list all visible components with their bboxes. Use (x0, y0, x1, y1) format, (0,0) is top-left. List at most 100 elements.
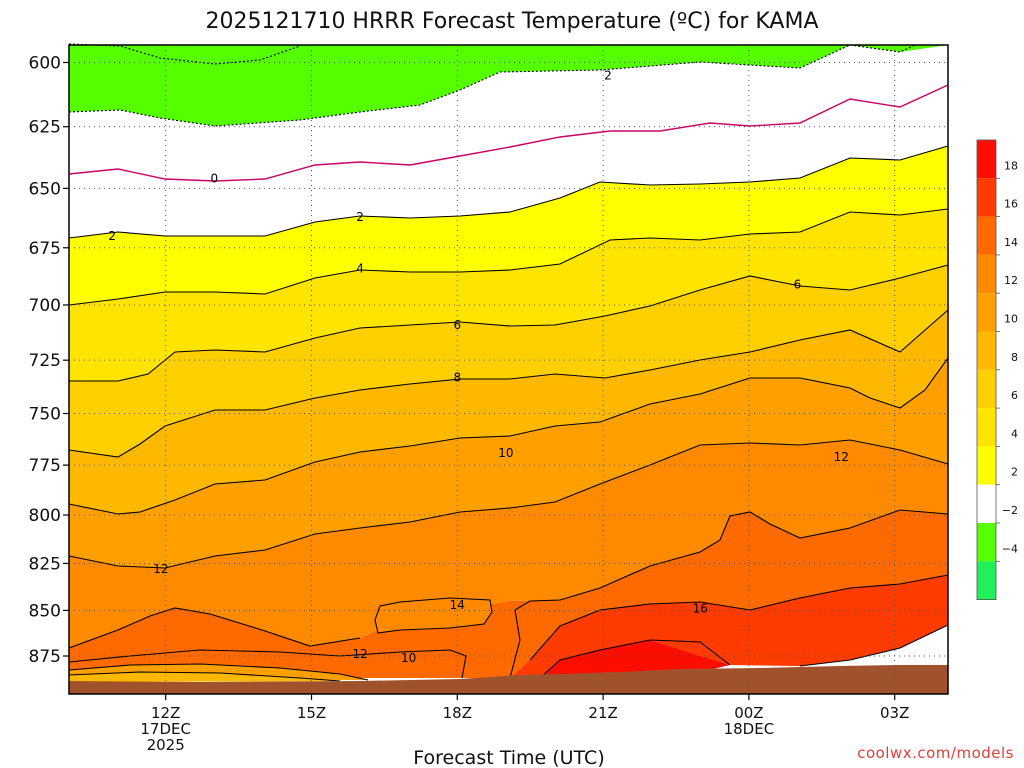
x-tick-label: 2025 (147, 736, 185, 754)
contour-label: 10 (498, 446, 513, 460)
colorbar-swatch (977, 293, 996, 332)
y-tick-label: 650 (29, 179, 61, 199)
contour-8 (68, 309, 949, 458)
y-tick-label: 825 (29, 554, 61, 574)
colorbar-label: 6 (1011, 389, 1018, 402)
contour-18 (539, 624, 949, 679)
contour-label: 12 (352, 647, 367, 661)
contour-lines (68, 43, 949, 682)
band-4-6 (69, 209, 948, 381)
colorbar-label: −4 (1002, 542, 1018, 555)
contour-minus4 (68, 43, 301, 65)
contour-label: 6 (453, 318, 461, 332)
colorbar-label: 18 (1004, 159, 1018, 172)
colorbar-swatch (977, 446, 996, 485)
colorbar-swatch (977, 254, 996, 294)
contour-surface-8 (68, 671, 341, 682)
colorbar-swatch (977, 408, 996, 447)
colorbar-label: −2 (1002, 504, 1018, 517)
y-tick-label: 725 (29, 351, 61, 371)
x-tick-label: 18DEC (724, 720, 775, 738)
band-surface-cooler (69, 672, 340, 682)
contour-label: 2 (356, 210, 364, 224)
colorbar-swatch (977, 178, 996, 217)
x-tick-label: 00Z (734, 704, 763, 722)
colorbar-label: 2 (1011, 466, 1018, 479)
contour-minus2 (68, 44, 916, 127)
contour-label: 6 (794, 278, 802, 292)
colorbar-swatch (977, 216, 996, 255)
y-tick-label: 775 (29, 456, 61, 476)
contour-12 (68, 439, 949, 569)
contour-label: 8 (453, 370, 461, 384)
plot-area (69, 45, 948, 682)
y-tick-label: 600 (29, 54, 61, 74)
contour-4 (68, 208, 949, 306)
band-8-10 (69, 310, 948, 514)
colorbar: 18 16 14 12 10 8 6 4 2 −2 −4 (976, 139, 1018, 601)
x-tick-label: 18Z (443, 704, 472, 722)
x-tick-label: 17DEC (140, 720, 191, 738)
band-6-8 (69, 265, 948, 457)
contour-label: 0 (210, 172, 218, 186)
colorbar-label: 16 (1004, 198, 1018, 211)
contour-0 (68, 84, 949, 182)
colorbar-label: 10 (1004, 313, 1018, 326)
y-tick-label: 800 (29, 506, 61, 526)
band-minus4-minus2 (69, 45, 948, 126)
contour-10 (68, 357, 949, 515)
contour-6 (69, 264, 949, 382)
colorbar-swatch (977, 369, 996, 409)
contour-label: 10 (401, 651, 416, 665)
y-tick-label: 700 (29, 296, 61, 316)
contour-label: 4 (356, 262, 364, 276)
y-axis: 600 625 650 675 700 725 750 775 800 825 850 875 (29, 54, 69, 667)
contour-label: 2 (604, 69, 612, 83)
contour-label: 16 (693, 602, 708, 616)
x-tick-label: 15Z (297, 704, 326, 722)
colorbar-swatch (977, 331, 996, 370)
colorbar-swatch (977, 140, 996, 179)
colorbar-label: 4 (1011, 427, 1018, 440)
chart-title: 2025121710 HRRR Forecast Temperature (ºC… (205, 9, 818, 34)
contour-label: 2 (108, 229, 116, 243)
credit-text: coolwx.com/models (857, 744, 1014, 762)
y-tick-label: 675 (29, 239, 61, 259)
band-12-14-island (375, 598, 492, 633)
plot-frame (68, 44, 949, 695)
x-tick-label: 03Z (880, 704, 909, 722)
contour-label: 12 (153, 562, 168, 576)
x-tick-label: 21Z (588, 704, 617, 722)
band-12-14 (69, 440, 948, 648)
contour-14-island (374, 597, 493, 634)
y-tick-label: 850 (29, 601, 61, 621)
contour-labels: 2 0 2 2 4 6 6 8 10 12 12 14 16 12 10 (108, 69, 849, 665)
colorbar-label: 8 (1011, 351, 1018, 364)
contour-label: 12 (834, 450, 849, 464)
band-16-18 (510, 575, 948, 678)
colorbar-swatch (977, 523, 996, 562)
contour-surface-12 (68, 649, 467, 679)
contour-16 (529, 574, 949, 661)
band-10-12 (69, 358, 948, 568)
colorbar-label: 12 (1004, 274, 1018, 287)
y-tick-label: 750 (29, 405, 61, 425)
contour-label: 14 (450, 598, 465, 612)
colorbar-swatch (977, 484, 996, 523)
y-tick-label: 625 (29, 118, 61, 138)
contour-2 (68, 145, 949, 239)
band-minus2-2 (69, 45, 948, 238)
terrain-fill (69, 665, 948, 694)
contour-surface-10 (68, 663, 369, 681)
colorbar-swatch (977, 561, 996, 600)
x-axis-label: Forecast Time (UTC) (413, 747, 604, 768)
band-14-16 (69, 510, 948, 678)
band-2-4 (69, 146, 948, 305)
colorbar-label: 14 (1004, 236, 1018, 249)
x-tick-label: 12Z (151, 704, 180, 722)
y-tick-label: 875 (29, 647, 61, 667)
contour-14 (68, 509, 949, 679)
band-18-20 (540, 640, 730, 678)
